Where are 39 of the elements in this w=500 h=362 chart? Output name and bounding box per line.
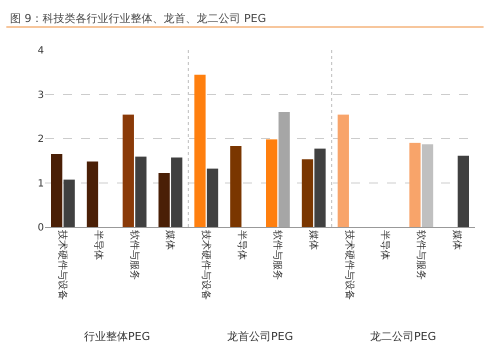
bar	[158, 173, 170, 227]
bar	[122, 114, 134, 227]
x-tick-label: 媒体	[308, 230, 320, 250]
bar	[314, 148, 326, 227]
bar	[278, 112, 290, 227]
y-tick-label: 1	[38, 178, 44, 190]
bar	[86, 162, 98, 227]
x-tick-label: 媒体	[450, 230, 463, 250]
text: 龙首公司PEG	[227, 330, 294, 343]
bar	[302, 159, 314, 227]
bar	[135, 156, 146, 227]
bar	[422, 144, 434, 227]
x-tick-label: 半导体	[236, 230, 248, 260]
x-tick-label: 半导体	[92, 230, 104, 260]
x-tick-label: 媒体	[164, 230, 176, 250]
bar	[171, 158, 182, 227]
bar	[338, 114, 349, 227]
bar	[64, 180, 75, 227]
bar	[266, 139, 278, 227]
bar	[458, 156, 469, 227]
x-tick-label: 技术硬件与设备	[56, 229, 69, 300]
x-tick-label: 技术硬件与设备	[200, 229, 212, 300]
chart-title: 图 9：科技类各行业行业整体、龙首、龙二公司 PEG	[10, 12, 266, 26]
text: 龙二公司PEG	[370, 330, 436, 343]
y-tick-label: 2	[38, 134, 44, 145]
bar	[206, 168, 218, 227]
bar	[409, 142, 421, 227]
y-tick-label: 4	[38, 46, 44, 56]
x-tick-label: 软件与服务	[272, 230, 284, 280]
x-tick-label: 软件与服务	[128, 230, 140, 280]
bar	[230, 146, 242, 227]
text: 行业整体PEG	[84, 330, 150, 343]
x-tick-label: 技术硬件与设备	[343, 229, 356, 300]
y-tick-label: 0	[38, 222, 44, 234]
x-tick-label: 软件与服务	[415, 230, 427, 280]
y-tick-label: 3	[38, 90, 44, 101]
bar	[194, 74, 206, 227]
bar	[51, 154, 62, 227]
x-tick-label: 半导体	[379, 230, 392, 260]
